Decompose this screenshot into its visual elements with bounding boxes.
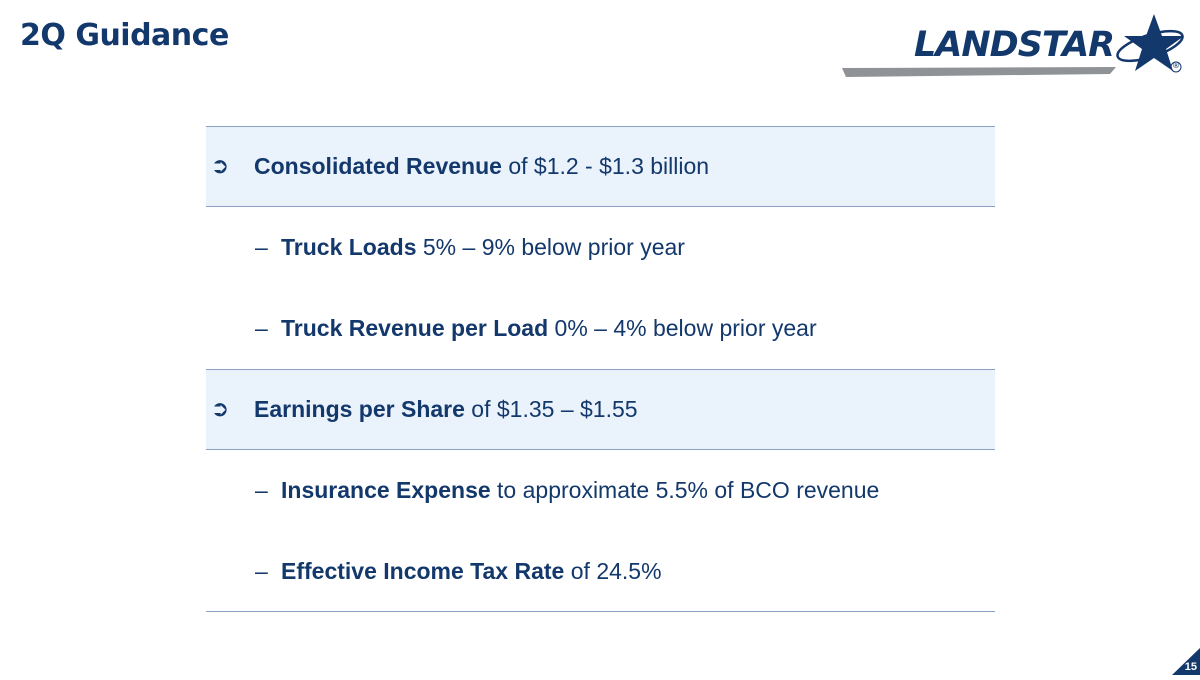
star-logo-icon <box>1124 14 1184 71</box>
guidance-item-text: Consolidated Revenue of $1.2 - $1.3 bill… <box>254 153 709 180</box>
page-number: 15 <box>1184 661 1197 673</box>
guidance-item-insurance-expense: – Insurance Expense to approximate 5.5% … <box>206 450 995 531</box>
dash-bullet: – <box>255 477 268 503</box>
page-badge-shape <box>1172 648 1200 675</box>
guidance-item-value: of $1.2 - $1.3 billion <box>501 153 710 179</box>
guidance-item-value: of $1.35 – $1.55 <box>464 396 638 422</box>
landstar-logo: LANDSTAR ® <box>838 10 1190 82</box>
guidance-item-value: to approximate 5.5% of BCO revenue <box>490 477 880 503</box>
guidance-list: ➲ Consolidated Revenue of $1.2 - $1.3 bi… <box>206 126 995 612</box>
arrow-bullet-icon: ➲ <box>210 397 230 422</box>
guidance-item-consolidated-revenue: ➲ Consolidated Revenue of $1.2 - $1.3 bi… <box>206 126 995 207</box>
dash-bullet: – <box>255 234 268 260</box>
guidance-item-earnings-per-share: ➲ Earnings per Share of $1.35 – $1.55 <box>206 369 995 450</box>
guidance-item-text: Truck Loads 5% – 9% below prior year <box>281 234 685 261</box>
guidance-item-label: Earnings per Share <box>254 396 465 422</box>
guidance-item-label: Consolidated Revenue <box>254 153 502 179</box>
guidance-item-truck-revenue-per-load: – Truck Revenue per Load 0% – 4% below p… <box>206 288 995 369</box>
logo-graphic <box>842 14 1184 77</box>
logo-wordmark: LANDSTAR <box>914 25 1115 65</box>
dash-bullet: – <box>255 557 268 584</box>
guidance-item-value: 0% – 4% below prior year <box>548 315 817 341</box>
guidance-item-label: Insurance Expense <box>281 477 491 503</box>
registered-mark-circle <box>1170 61 1182 73</box>
arrow-bullet-icon: ➲ <box>210 154 230 179</box>
guidance-item-label: Truck Loads <box>281 234 417 260</box>
guidance-item-text: Truck Revenue per Load 0% – 4% below pri… <box>281 315 817 342</box>
slide-title: 2Q Guidance <box>20 18 229 53</box>
guidance-item-value: of 24.5% <box>564 557 662 584</box>
registered-mark: ® <box>1172 61 1180 70</box>
guidance-item-effective-income-tax-rate: – Effective Income Tax Rate of 24.5% <box>206 531 995 612</box>
page-number-badge: 15 <box>1172 648 1200 675</box>
guidance-item-text: Earnings per Share of $1.35 – $1.55 <box>254 396 638 423</box>
logo-swoosh <box>842 67 1116 77</box>
guidance-item-text: Effective Income Tax Rate of 24.5% <box>281 558 662 585</box>
guidance-item-label: Effective Income Tax Rate <box>281 557 565 584</box>
guidance-item-value: 5% – 9% below prior year <box>416 234 685 260</box>
guidance-item-label: Truck Revenue per Load <box>281 315 549 341</box>
guidance-item-truck-loads: – Truck Loads 5% – 9% below prior year <box>206 207 995 288</box>
dash-bullet: – <box>255 315 268 341</box>
guidance-item-text: Insurance Expense to approximate 5.5% of… <box>281 477 879 504</box>
